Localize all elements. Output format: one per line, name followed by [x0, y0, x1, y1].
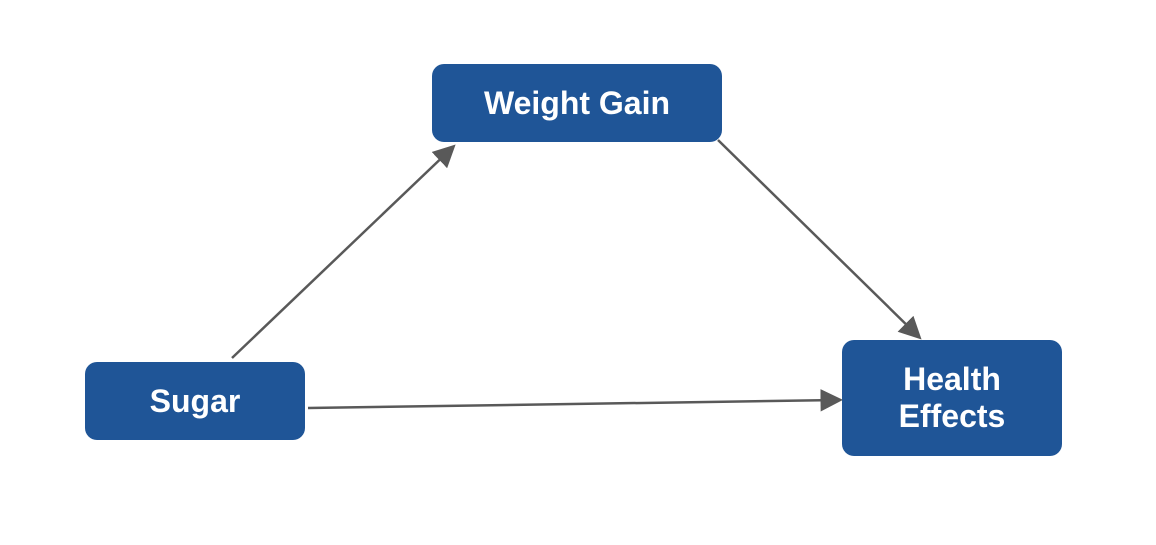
- node-sugar: Sugar: [85, 362, 305, 440]
- edge-sugar-to-weight_gain: [232, 148, 452, 358]
- node-label: Weight Gain: [484, 85, 670, 122]
- causal-diagram: Sugar Weight Gain Health Effects: [0, 0, 1156, 545]
- node-label: Health Effects: [899, 361, 1006, 435]
- node-weight_gain: Weight Gain: [432, 64, 722, 142]
- node-health_effects: Health Effects: [842, 340, 1062, 456]
- edge-weight_gain-to-health_effects: [718, 140, 918, 336]
- node-label: Sugar: [150, 383, 241, 420]
- edge-sugar-to-health_effects: [308, 400, 838, 408]
